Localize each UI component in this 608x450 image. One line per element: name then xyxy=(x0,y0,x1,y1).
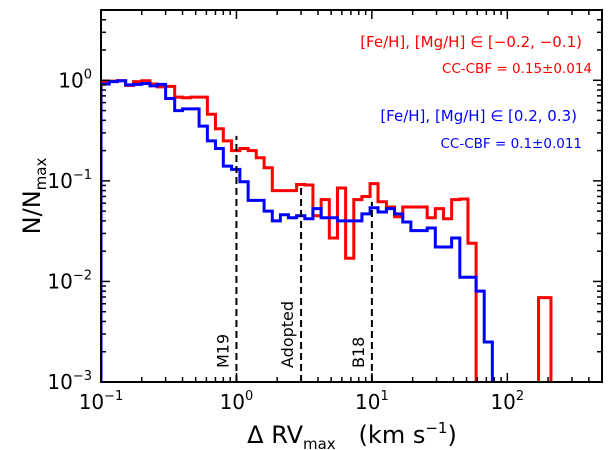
y-tick-label: 10−3 xyxy=(47,369,92,394)
legend-red-annotation: CC-CBF = 0.15±0.014 xyxy=(442,61,592,77)
reference-label-adopted: Adopted xyxy=(278,301,297,368)
reference-lines: M19 Adopted B18 xyxy=(213,135,373,382)
x-axis-title: Δ RVmax (km s−1) xyxy=(247,419,457,450)
legend-red-label: [Fe/H], [Mg/H] ∈ [−0.2, −0.1) xyxy=(360,33,582,51)
legend-blue-label: [Fe/H], [Mg/H] ∈ [0.2, 0.3) xyxy=(380,107,577,125)
x-tick-label: 101 xyxy=(355,389,389,414)
axis-ticks: 10−1 100 101 102 10−3 10−2 10−1 100 xyxy=(47,9,603,414)
x-tick-label: 102 xyxy=(490,389,524,414)
x-tick-label: 10−1 xyxy=(79,389,124,414)
series-layer xyxy=(101,79,553,382)
y-tick-label: 10−2 xyxy=(47,268,92,293)
series-1-step-line-0 xyxy=(101,79,494,382)
y-axis-title: N/Nmax xyxy=(18,158,50,235)
legend-blue-annotation: CC-CBF = 0.1±0.011 xyxy=(441,136,583,152)
reference-label-m19: M19 xyxy=(213,334,232,368)
reference-label-b18: B18 xyxy=(349,337,368,368)
x-tick-label: 100 xyxy=(220,389,254,414)
series-0-step-line-1 xyxy=(537,296,553,382)
y-tick-label: 100 xyxy=(58,67,92,92)
y-tick-label: 10−1 xyxy=(47,168,92,193)
